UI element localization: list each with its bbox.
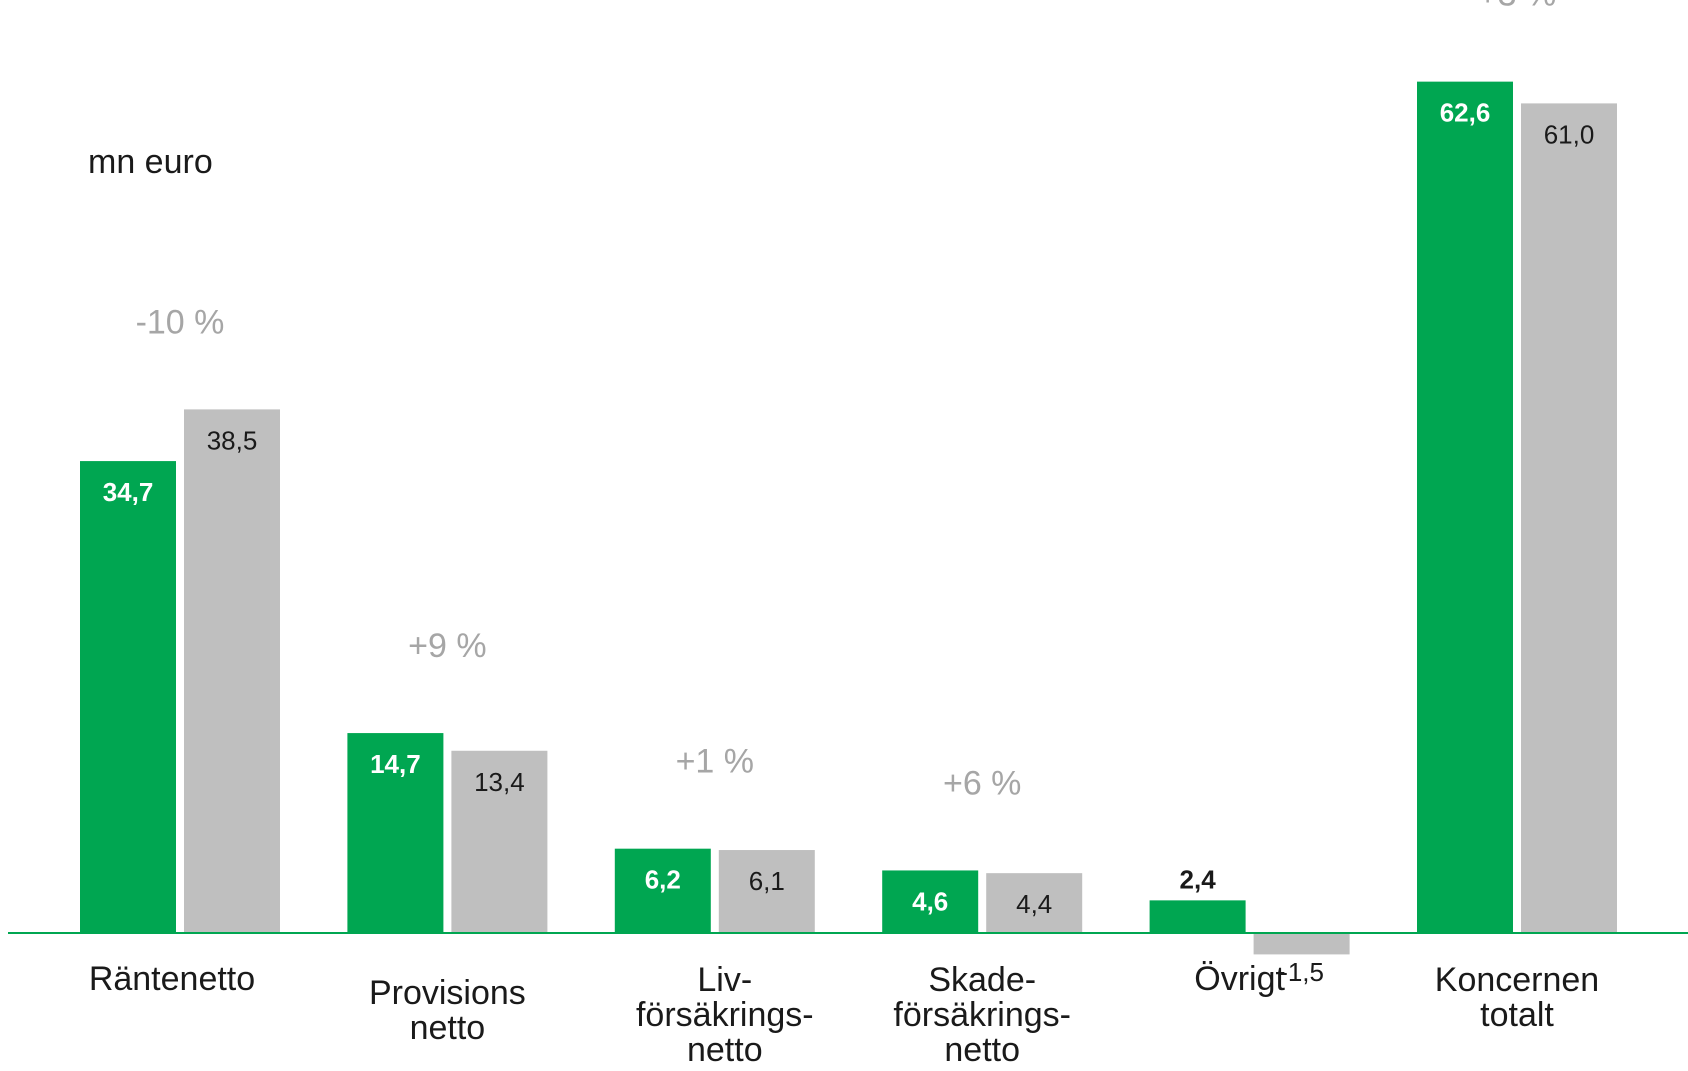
category-label-2-line-1: försäkrings- bbox=[636, 996, 814, 1034]
bar-previous-0 bbox=[184, 409, 280, 933]
bar-previous-1 bbox=[451, 750, 548, 933]
value-label-previous-0: 38,5 bbox=[207, 425, 258, 455]
category-label-5-line-0: Koncernen bbox=[1435, 961, 1599, 999]
category-label-3-line-0: Skade- bbox=[928, 961, 1036, 999]
value-label-current-0: 34,7 bbox=[103, 477, 154, 507]
category-label-3-line-2: netto bbox=[944, 1031, 1020, 1069]
value-label-current-5: 62,6 bbox=[1440, 98, 1491, 128]
value-label-previous-3: 4,4 bbox=[1016, 889, 1052, 919]
bar-previous-2 bbox=[718, 850, 815, 933]
unit-label: mn euro bbox=[88, 143, 213, 181]
bar-previous-3 bbox=[986, 873, 1083, 933]
category-label-4-line-0: Övrigt bbox=[1194, 960, 1285, 998]
value-label-previous-4: -1,5 bbox=[1279, 957, 1324, 987]
value-label-current-1: 14,7 bbox=[370, 749, 421, 779]
change-label-1: +9 % bbox=[408, 627, 486, 665]
category-label-3-line-1: försäkrings- bbox=[893, 996, 1071, 1034]
change-label-3: +6 % bbox=[943, 764, 1021, 802]
bar-current-1 bbox=[347, 733, 444, 933]
bars-layer bbox=[80, 81, 1617, 955]
change-label-5: +3 % bbox=[1478, 0, 1556, 14]
value-label-current-2: 6,2 bbox=[645, 865, 681, 895]
change-label-0: -10 % bbox=[136, 303, 225, 341]
category-label-1-line-0: Provisions bbox=[369, 974, 526, 1012]
bar-previous-4 bbox=[1253, 934, 1350, 955]
bar-current-0 bbox=[80, 461, 176, 933]
change-label-2: +1 % bbox=[676, 743, 754, 781]
value-label-previous-2: 6,1 bbox=[749, 866, 785, 896]
category-label-2-line-2: netto bbox=[687, 1031, 763, 1069]
bar-current-2 bbox=[614, 848, 711, 933]
value-label-current-3: 4,6 bbox=[912, 886, 948, 916]
category-label-0-line-0: Räntenetto bbox=[89, 960, 255, 998]
category-label-5-line-1: totalt bbox=[1480, 996, 1554, 1034]
bar-previous-5 bbox=[1521, 103, 1617, 933]
category-label-1-line-1: netto bbox=[410, 1009, 486, 1047]
value-label-current-4: 2,4 bbox=[1180, 864, 1217, 894]
category-label-2-line-0: Liv- bbox=[697, 961, 752, 999]
labels-layer: 34,7 38,5 -10 % Räntenetto 14,7 13,4 +9 % Provi… bbox=[89, 0, 1599, 1069]
value-label-previous-5: 61,0 bbox=[1544, 119, 1595, 149]
bar-current-5 bbox=[1417, 81, 1513, 933]
value-label-previous-1: 13,4 bbox=[474, 767, 525, 797]
bar-current-3 bbox=[882, 870, 979, 933]
bar-current-4 bbox=[1149, 900, 1246, 933]
